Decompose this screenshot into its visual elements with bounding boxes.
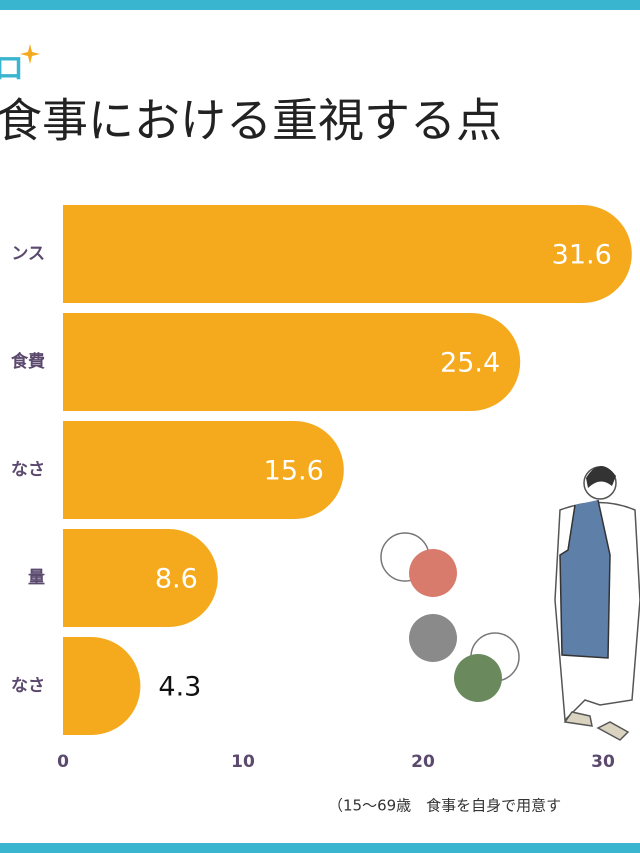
- plate: [409, 614, 457, 662]
- data-label: 4.3: [158, 672, 201, 703]
- bar: [63, 637, 141, 735]
- x-tick-label: 30: [591, 752, 615, 772]
- logo-star: [20, 44, 40, 64]
- data-label: 25.4: [440, 348, 500, 379]
- y-tick-label: 食費: [11, 351, 45, 372]
- bar: [63, 313, 521, 411]
- x-tick-label: 10: [231, 752, 255, 772]
- footnote: （15〜69歳 食事を自身で用意す: [328, 797, 561, 815]
- bottom-border: [0, 843, 640, 853]
- y-tick-label: なさ: [11, 676, 45, 696]
- bar: [63, 205, 632, 303]
- apron: [559, 499, 611, 659]
- y-tick-label: ンス: [11, 244, 45, 264]
- data-label: 15.6: [264, 456, 324, 487]
- x-tick-label: 0: [57, 752, 69, 772]
- plate: [454, 654, 502, 702]
- data-label: 31.6: [552, 240, 612, 271]
- y-tick-label: なさ: [11, 460, 45, 480]
- bar: [63, 529, 218, 627]
- plate: [409, 549, 457, 597]
- data-label: 8.6: [155, 564, 198, 595]
- chart-title: 食事における重視する点: [0, 94, 502, 148]
- logo: ロ: [0, 52, 24, 87]
- person-hair: [586, 465, 616, 488]
- y-tick-label: 量: [28, 567, 45, 588]
- illustration: [380, 465, 640, 741]
- top-border: [0, 0, 640, 10]
- bar: [63, 421, 344, 519]
- x-tick-label: 20: [411, 752, 435, 772]
- shoes: [563, 711, 630, 741]
